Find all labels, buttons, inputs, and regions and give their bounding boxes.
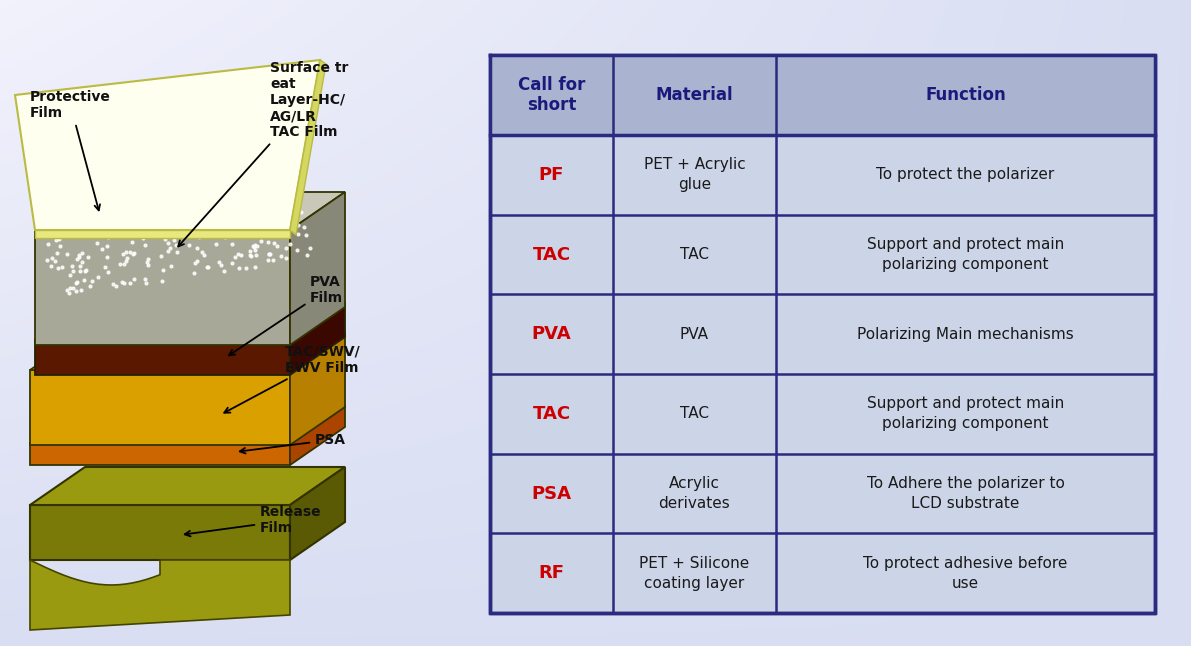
Polygon shape <box>35 230 289 345</box>
Polygon shape <box>30 560 289 630</box>
Text: Call for
short: Call for short <box>518 76 585 114</box>
Text: PVA: PVA <box>680 327 709 342</box>
Polygon shape <box>35 340 289 375</box>
Text: PVA: PVA <box>531 325 572 343</box>
Text: Function: Function <box>925 86 1006 104</box>
Text: Polarizing Main mechanisms: Polarizing Main mechanisms <box>858 327 1074 342</box>
Polygon shape <box>15 60 320 230</box>
Text: Surface tr
eat
Layer-HC/
AG/LR
TAC Film: Surface tr eat Layer-HC/ AG/LR TAC Film <box>179 61 349 246</box>
Text: PSA: PSA <box>531 484 572 503</box>
Text: TAC: TAC <box>680 247 709 262</box>
Text: TAC/SWV/
EWV Film: TAC/SWV/ EWV Film <box>224 345 361 413</box>
Text: Release
Film: Release Film <box>185 505 322 536</box>
Polygon shape <box>289 405 345 465</box>
FancyBboxPatch shape <box>490 55 1155 135</box>
Text: Support and protect main
polarizing component: Support and protect main polarizing comp… <box>867 237 1064 272</box>
Polygon shape <box>30 370 289 445</box>
Text: To Adhere the polarizer to
LCD substrate: To Adhere the polarizer to LCD substrate <box>867 476 1065 511</box>
Text: Protective
Film: Protective Film <box>30 90 111 211</box>
Polygon shape <box>35 302 345 340</box>
Text: PF: PF <box>538 166 565 184</box>
Polygon shape <box>289 60 326 235</box>
Text: TAC: TAC <box>680 406 709 421</box>
Polygon shape <box>35 192 345 230</box>
Polygon shape <box>289 192 345 345</box>
Text: To protect adhesive before
use: To protect adhesive before use <box>863 556 1067 590</box>
FancyBboxPatch shape <box>490 55 1155 613</box>
Text: PSA: PSA <box>239 433 347 453</box>
Polygon shape <box>30 505 289 560</box>
Polygon shape <box>30 443 289 465</box>
Polygon shape <box>30 405 345 443</box>
Polygon shape <box>30 332 345 370</box>
Polygon shape <box>289 302 345 375</box>
Text: PVA
Film: PVA Film <box>229 275 343 355</box>
Text: RF: RF <box>538 564 565 582</box>
Text: Material: Material <box>656 86 734 104</box>
Polygon shape <box>30 467 345 505</box>
Polygon shape <box>289 467 345 560</box>
Text: To protect the polarizer: To protect the polarizer <box>877 167 1054 182</box>
Text: TAC: TAC <box>532 405 570 423</box>
Text: TAC: TAC <box>532 245 570 264</box>
Text: PET + Silicone
coating layer: PET + Silicone coating layer <box>640 556 749 590</box>
Polygon shape <box>35 230 289 238</box>
Text: PET + Acrylic
glue: PET + Acrylic glue <box>643 158 746 193</box>
Polygon shape <box>289 332 345 445</box>
Text: Acrylic
derivates: Acrylic derivates <box>659 476 730 511</box>
Text: Support and protect main
polarizing component: Support and protect main polarizing comp… <box>867 397 1064 432</box>
